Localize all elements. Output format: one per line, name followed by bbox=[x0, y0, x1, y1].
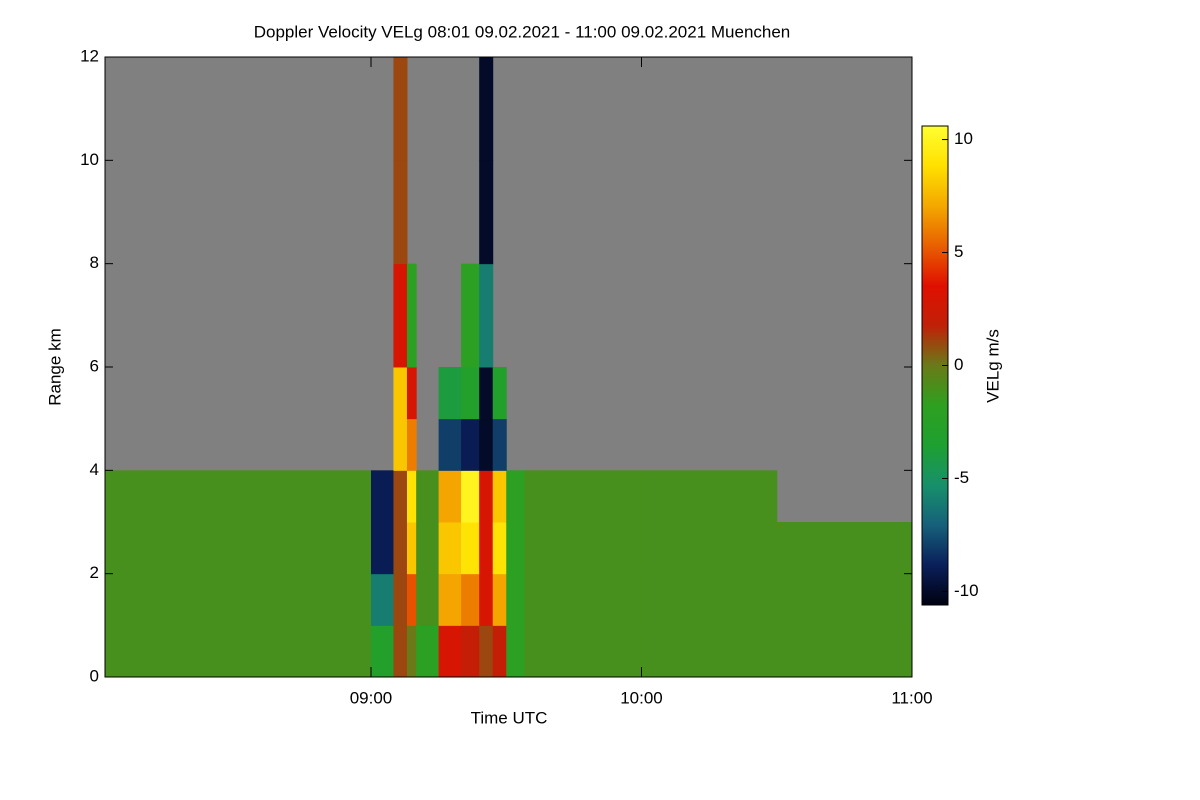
heatmap-cell bbox=[461, 625, 480, 678]
heatmap-cell bbox=[479, 625, 494, 678]
heatmap-cell bbox=[506, 470, 525, 523]
heatmap-cell bbox=[479, 470, 494, 523]
heatmap-cell bbox=[492, 418, 507, 471]
x-tick-label: 11:00 bbox=[891, 688, 932, 707]
heatmap-cell bbox=[406, 470, 417, 523]
heatmap-cell bbox=[438, 625, 462, 678]
heatmap-cell bbox=[438, 367, 462, 420]
heatmap-cell bbox=[479, 263, 494, 368]
heatmap-cell bbox=[406, 573, 417, 626]
heatmap-cell bbox=[235, 470, 327, 523]
heatmap-cell bbox=[370, 625, 394, 678]
heatmap-cell bbox=[370, 573, 394, 626]
heatmap-cell bbox=[393, 57, 408, 161]
heatmap-cell bbox=[479, 522, 494, 575]
heatmap-cell bbox=[416, 573, 440, 626]
heatmap-cell bbox=[506, 522, 525, 575]
heatmap-cell bbox=[105, 573, 237, 626]
heatmap-cell bbox=[479, 418, 494, 471]
heatmap-cell bbox=[325, 573, 372, 626]
heatmap-cell bbox=[461, 470, 480, 523]
heatmap-cell bbox=[506, 573, 525, 626]
heatmap-cell bbox=[416, 522, 440, 575]
heatmap-cell bbox=[325, 625, 372, 678]
heatmap-cell bbox=[506, 625, 525, 678]
colorbar-label: VELg m/s bbox=[983, 329, 1002, 403]
heatmap-cell bbox=[438, 418, 462, 471]
y-tick-label: 10 bbox=[80, 150, 99, 169]
heatmap-cell bbox=[370, 522, 394, 575]
heatmap-cell bbox=[461, 263, 480, 368]
colorbar-tick-label: 5 bbox=[954, 242, 963, 261]
heatmap-cell bbox=[406, 263, 417, 368]
heatmap-cell bbox=[492, 573, 507, 626]
heatmap-cell bbox=[406, 367, 417, 420]
y-tick-label: 4 bbox=[90, 460, 99, 479]
x-tick-label: 10:00 bbox=[620, 688, 663, 707]
heatmap-cell bbox=[641, 522, 778, 575]
heatmap-cell bbox=[438, 470, 462, 523]
heatmap-cell bbox=[524, 522, 642, 575]
heatmap-cell bbox=[438, 573, 462, 626]
heatmap-cell bbox=[776, 625, 913, 678]
heatmap-cell bbox=[641, 470, 778, 523]
heatmap-cell bbox=[492, 522, 507, 575]
heatmap-cell bbox=[461, 367, 480, 420]
heatmap-cell bbox=[479, 57, 494, 161]
heatmap-cell bbox=[235, 522, 327, 575]
colorbar-tick-label: 10 bbox=[954, 129, 973, 148]
heatmap-cell bbox=[461, 418, 480, 471]
y-tick-label: 2 bbox=[90, 563, 99, 582]
heatmap-cell bbox=[393, 470, 408, 523]
heatmap-cell bbox=[393, 160, 408, 265]
heatmap-cell bbox=[416, 625, 440, 678]
heatmap-cell bbox=[479, 367, 494, 420]
colorbar-tick-label: 0 bbox=[954, 355, 963, 374]
heatmap-cell bbox=[492, 470, 507, 523]
heatmap-cell bbox=[393, 367, 408, 420]
heatmap-cell bbox=[524, 470, 642, 523]
chart-title: Doppler Velocity VELg 08:01 09.02.2021 -… bbox=[254, 22, 791, 41]
heatmap-cell bbox=[370, 470, 394, 523]
y-tick-label: 0 bbox=[90, 666, 99, 685]
heatmap-cell bbox=[393, 573, 408, 626]
heatmap-cell bbox=[641, 573, 778, 626]
y-tick-label: 6 bbox=[90, 356, 99, 375]
heatmap-cell bbox=[479, 160, 494, 265]
colorbar-tick-label: -10 bbox=[954, 581, 979, 600]
heatmap-cell bbox=[492, 625, 507, 678]
y-tick-label: 8 bbox=[90, 253, 99, 272]
heatmap-cell bbox=[492, 367, 507, 420]
heatmap-cell bbox=[524, 625, 642, 678]
heatmap-cell bbox=[406, 625, 417, 678]
x-tick-label: 09:00 bbox=[350, 688, 393, 707]
heatmap-cell bbox=[393, 522, 408, 575]
heatmap-cell bbox=[105, 470, 237, 523]
heatmap-cell bbox=[461, 573, 480, 626]
heatmap-cell bbox=[416, 470, 440, 523]
heatmap-cell bbox=[235, 625, 327, 678]
heatmap-cell bbox=[235, 573, 327, 626]
heatmap-cell bbox=[641, 625, 778, 678]
heatmap-cell bbox=[438, 522, 462, 575]
heatmap-cell bbox=[524, 573, 642, 626]
heatmap-cell bbox=[393, 625, 408, 678]
heatmap-cell bbox=[393, 263, 408, 368]
heatmap-cell bbox=[393, 418, 408, 471]
y-axis-label: Range km bbox=[45, 328, 64, 405]
y-tick-label: 12 bbox=[80, 46, 99, 65]
x-axis-label: Time UTC bbox=[471, 708, 548, 727]
heatmap-cell bbox=[105, 522, 237, 575]
heatmap-cell bbox=[105, 625, 237, 678]
heatmap-cell bbox=[776, 522, 913, 575]
heatmap-cell bbox=[406, 418, 417, 471]
heatmap-cell bbox=[479, 573, 494, 626]
heatmap-cell bbox=[461, 522, 480, 575]
heatmap-cell bbox=[325, 470, 372, 523]
heatmap-cell bbox=[776, 573, 913, 626]
heatmap-cell bbox=[406, 522, 417, 575]
colorbar-tick-label: -5 bbox=[954, 468, 969, 487]
heatmap-cell bbox=[325, 522, 372, 575]
